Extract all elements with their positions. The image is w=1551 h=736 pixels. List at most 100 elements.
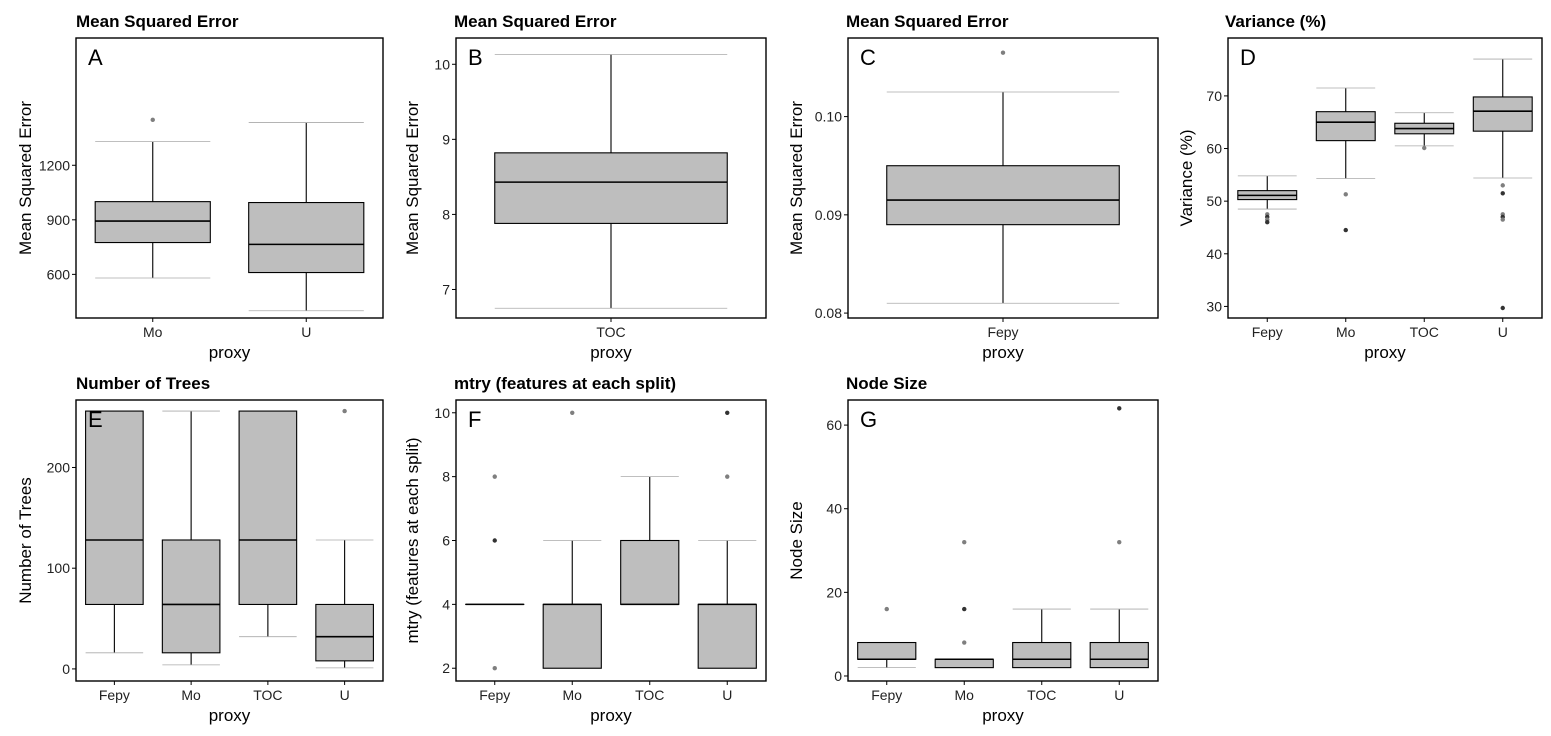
y-tick-label: 0.10 xyxy=(815,109,842,125)
outlier-point xyxy=(962,640,967,645)
box-toc xyxy=(1012,608,1072,669)
outlier-point xyxy=(725,410,730,415)
y-tick-label: 900 xyxy=(47,212,71,228)
y-tick-label: 1200 xyxy=(39,157,70,173)
x-axis-label: proxy xyxy=(209,343,251,362)
y-tick-label: 50 xyxy=(1206,193,1222,209)
y-tick-label: 40 xyxy=(826,501,842,517)
outlier-point xyxy=(1500,191,1505,196)
box-toc xyxy=(1394,112,1455,151)
y-tick-label: 4 xyxy=(442,596,450,612)
panel-title: Mean Squared Error xyxy=(76,12,239,31)
x-axis-label: proxy xyxy=(590,343,632,362)
x-axis-label: proxy xyxy=(982,706,1024,725)
x-tick-label: Mo xyxy=(1336,324,1356,340)
y-axis-label: Variance (%) xyxy=(1177,130,1196,227)
x-tick-label: Fepy xyxy=(479,687,510,703)
box-u xyxy=(248,122,365,312)
outlier-point xyxy=(725,474,730,479)
box-body xyxy=(494,152,728,224)
y-tick-label: 2 xyxy=(442,660,450,676)
y-axis-label: mtry (features at each split) xyxy=(403,438,422,644)
y-axis-label: Node Size xyxy=(787,501,806,579)
y-tick-label: 6 xyxy=(442,533,450,549)
panel-b: Mean Squared Error B 7 8 9 10 TOC proxy Mean Sq… xyxy=(396,10,776,362)
box-fepy xyxy=(857,606,917,669)
panel-letter: C xyxy=(860,45,876,70)
plot-frame xyxy=(75,399,384,682)
x-tick-label: Fepy xyxy=(987,324,1018,340)
box-body xyxy=(1315,111,1376,142)
outlier-point xyxy=(1500,217,1505,222)
box-fepy xyxy=(886,50,1120,304)
x-tick-label: TOC xyxy=(1027,687,1056,703)
y-tick-label: 60 xyxy=(826,417,842,433)
box-u xyxy=(1472,58,1533,311)
panel-letter: A xyxy=(88,45,103,70)
x-tick-label: U xyxy=(722,687,732,703)
y-tick-label: 600 xyxy=(47,266,71,282)
panel-f: mtry (features at each split) F 2 4 6 8 10 Fep… xyxy=(396,372,776,728)
outlier-point xyxy=(492,474,497,479)
box-body xyxy=(161,539,221,654)
y-tick-label: 10 xyxy=(434,405,450,421)
y-axis-label: Mean Squared Error xyxy=(787,101,806,255)
panel-title: Variance (%) xyxy=(1225,12,1327,31)
x-axis-label: proxy xyxy=(590,706,632,725)
panel-c: Mean Squared Error C 0.08 0.09 0.10 Fepy prox… xyxy=(780,10,1165,362)
box-body xyxy=(934,658,994,669)
box-toc xyxy=(494,54,728,309)
y-tick-label: 7 xyxy=(442,281,450,297)
y-axis-label: Mean Squared Error xyxy=(16,101,35,255)
box-body xyxy=(1472,96,1533,132)
outlier-point xyxy=(1422,145,1427,151)
box-mo xyxy=(542,410,602,669)
outlier-point xyxy=(1117,539,1122,545)
outlier-point xyxy=(962,606,967,612)
y-tick-label: 200 xyxy=(47,459,71,475)
y-tick-label: 8 xyxy=(442,206,450,222)
y-tick-label: 100 xyxy=(47,560,71,576)
box-body xyxy=(1012,641,1072,669)
box-body xyxy=(1089,641,1149,669)
y-tick-label: 40 xyxy=(1206,246,1222,262)
panel-letter: E xyxy=(88,407,103,432)
y-tick-label: 70 xyxy=(1206,88,1222,104)
box-body xyxy=(697,603,757,669)
x-tick-label: TOC xyxy=(635,687,664,703)
x-tick-label: Mo xyxy=(563,687,583,703)
box-mo xyxy=(161,410,221,666)
y-tick-label: 9 xyxy=(442,131,450,147)
y-tick-label: 20 xyxy=(826,584,842,600)
box-mo xyxy=(934,539,994,669)
plot-frame xyxy=(1227,37,1543,319)
x-tick-label: Fepy xyxy=(1252,324,1283,340)
x-tick-label: Mo xyxy=(181,687,201,703)
box-fepy xyxy=(1237,175,1298,225)
x-tick-label: U xyxy=(340,687,350,703)
x-axis-label: proxy xyxy=(982,343,1024,362)
outlier-point xyxy=(1265,220,1270,225)
y-tick-label: 0 xyxy=(62,661,70,677)
box-body xyxy=(542,603,602,669)
panel-title: Node Size xyxy=(846,374,928,393)
y-tick-label: 8 xyxy=(442,469,450,485)
panel-title: Number of Trees xyxy=(76,374,211,393)
box-body xyxy=(620,539,680,605)
box-body xyxy=(85,410,144,606)
box-mo xyxy=(1315,87,1376,233)
y-tick-label: 0.09 xyxy=(815,207,842,223)
panel-letter: G xyxy=(860,407,877,432)
box-body xyxy=(94,201,211,244)
outlier-point xyxy=(884,606,889,612)
y-tick-label: 0.08 xyxy=(815,305,842,321)
y-tick-label: 10 xyxy=(434,56,450,72)
outlier-point xyxy=(342,408,347,414)
x-tick-label: Fepy xyxy=(871,687,902,703)
